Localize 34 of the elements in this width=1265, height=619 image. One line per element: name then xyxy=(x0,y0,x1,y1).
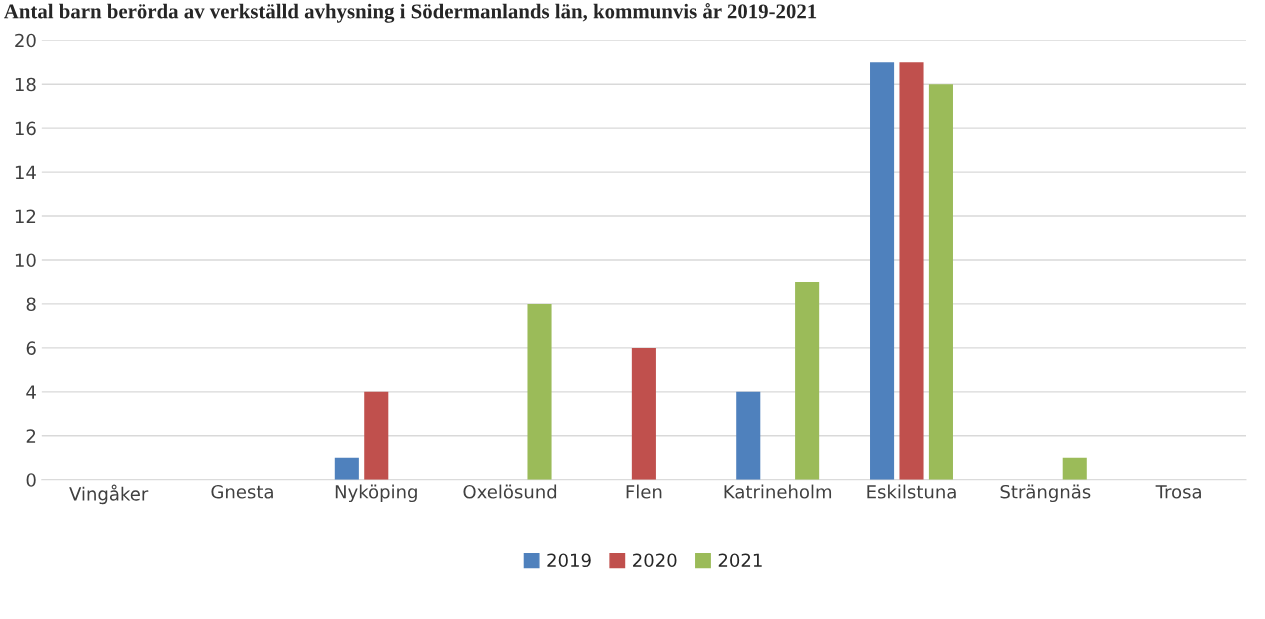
chart-title: Antal barn berörda av verkställd avhysning i Södermanlands län, kommunvis år 2019-2021 xyxy=(4,3,817,23)
x-tick-label: Nyköping xyxy=(335,484,417,503)
x-tick-label: Flen xyxy=(626,484,662,499)
y-tick-label: 16 xyxy=(15,121,36,136)
y-tick-label: 18 xyxy=(15,77,36,92)
x-tick-label: Katrineholm xyxy=(724,484,832,499)
y-tick-label: 6 xyxy=(26,341,36,355)
x-tick-label: Gnesta xyxy=(211,484,273,499)
legend-label: 2020 xyxy=(633,553,677,568)
bar xyxy=(795,281,820,480)
bar xyxy=(527,303,552,480)
legend-label: 2019 xyxy=(547,553,591,568)
x-tick-label: Trosa xyxy=(1155,485,1201,499)
bar xyxy=(870,62,895,480)
bar xyxy=(334,457,359,480)
bar xyxy=(928,84,953,480)
y-tick-label: 12 xyxy=(15,209,36,223)
y-tick-label: 20 xyxy=(15,33,36,48)
y-tick-label: 0 xyxy=(26,473,36,487)
legend-label: 2021 xyxy=(718,553,762,568)
bar xyxy=(1062,457,1087,480)
bar xyxy=(631,347,656,480)
y-tick-label: 4 xyxy=(26,385,36,399)
y-tick-label: 14 xyxy=(15,165,36,179)
y-tick-label: 8 xyxy=(26,297,36,312)
x-tick-label: Oxelösund xyxy=(463,484,557,499)
bar xyxy=(364,391,389,480)
x-tick-label: Vingåker xyxy=(69,484,149,505)
y-tick-label: 10 xyxy=(15,253,36,268)
x-tick-label: Strängnäs xyxy=(1000,484,1091,503)
bar xyxy=(899,62,924,480)
bar xyxy=(736,391,761,480)
x-tick-label: Eskilstuna xyxy=(867,484,956,499)
y-tick-label: 2 xyxy=(26,429,36,443)
